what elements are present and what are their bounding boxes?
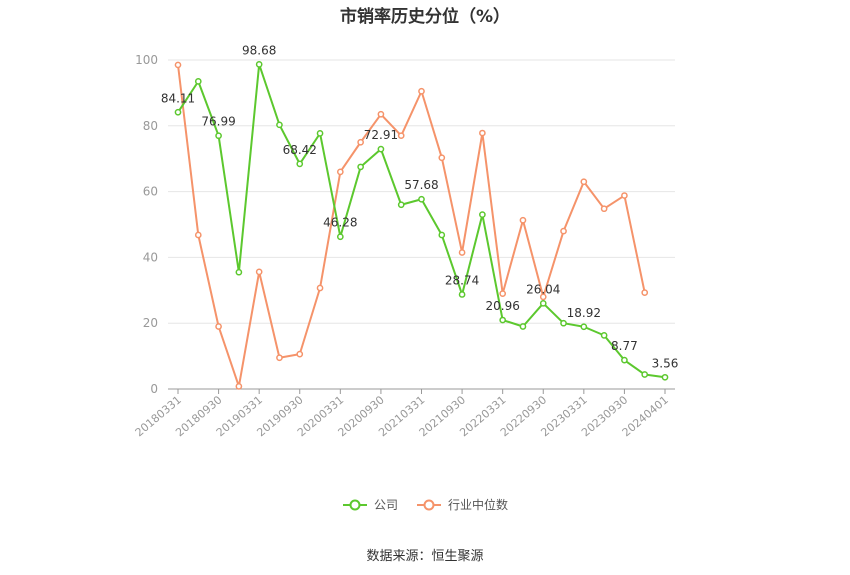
data-point-company [316, 130, 324, 137]
data-point-company [276, 121, 283, 129]
data-label: 98.68 [242, 43, 276, 57]
data-point-company [336, 233, 344, 241]
data-point-company [174, 108, 182, 116]
data-point-company [255, 60, 263, 68]
plot-area: 0204060801002018033120180930201903312019… [133, 43, 679, 439]
data-point-company [194, 78, 202, 85]
data-label: 68.42 [283, 143, 317, 157]
data-point-industry [215, 323, 222, 330]
data-point-industry [519, 216, 527, 224]
data-source: 数据来源：恒生聚源 [366, 549, 484, 564]
data-point-company [215, 132, 222, 140]
data-point-industry [458, 249, 466, 256]
data-label: 28.74 [445, 273, 479, 287]
data-point-industry [296, 350, 304, 358]
data-point-industry [235, 383, 243, 390]
data-point-company [235, 268, 243, 276]
y-tick-label: 40 [143, 250, 158, 264]
data-point-company [397, 201, 405, 209]
data-point-industry [580, 178, 588, 186]
data-point-industry [621, 192, 628, 199]
data-point-company [357, 163, 364, 171]
data-label: 26.04 [526, 282, 560, 296]
data-point-industry [418, 87, 425, 95]
data-point-company [560, 319, 567, 327]
data-point-industry [397, 132, 405, 140]
y-tick-label: 80 [143, 119, 158, 133]
data-point-company [621, 356, 628, 364]
data-point-company [539, 299, 547, 307]
data-point-company [479, 211, 486, 218]
y-tick-label: 20 [143, 316, 158, 330]
series-line-industry [177, 64, 646, 388]
y-tick-label: 0 [150, 382, 158, 396]
data-point-company [438, 231, 446, 239]
data-label: 84.11 [161, 91, 195, 105]
data-label: 20.96 [485, 299, 519, 313]
data-label: 8.77 [611, 339, 638, 353]
data-point-industry [174, 61, 182, 69]
data-label: 18.92 [567, 306, 601, 320]
legend-company-marker-icon [342, 499, 367, 510]
y-tick-label: 60 [143, 185, 158, 199]
data-label: 46.28 [323, 216, 357, 230]
chart-title: 市销率历史分位（%） [339, 7, 511, 27]
data-label: 76.99 [201, 115, 235, 129]
data-point-company [458, 291, 466, 298]
data-point-company [580, 323, 588, 331]
data-point-industry [499, 290, 507, 297]
series-line-company [177, 63, 666, 379]
data-point-industry [641, 289, 649, 296]
y-tick-label: 100 [135, 53, 158, 67]
legend-label-company: 公司 [373, 498, 398, 512]
data-label: 72.91 [364, 128, 398, 142]
data-point-company [641, 371, 649, 378]
data-point-company [499, 316, 507, 324]
data-label: 3.56 [652, 356, 679, 370]
data-point-industry [600, 205, 608, 213]
data-point-company [418, 195, 425, 203]
data-point-industry [316, 284, 324, 292]
legend-item-company[interactable]: 公司 [342, 496, 398, 513]
data-point-company [661, 373, 669, 381]
data-point-industry [336, 168, 344, 176]
data-point-industry [539, 293, 547, 301]
data-point-industry [357, 138, 364, 146]
data-point-company [519, 323, 527, 330]
legend: 公司 行业中位数 [0, 496, 850, 513]
data-point-industry [438, 154, 446, 162]
data-point-industry [276, 354, 283, 362]
data-point-industry [194, 231, 202, 239]
data-point-industry [479, 129, 486, 137]
data-point-company [296, 160, 304, 168]
data-point-industry [255, 268, 263, 276]
data-label: 57.68 [404, 178, 438, 192]
data-point-industry [560, 227, 567, 235]
legend-industry-marker-icon [417, 499, 441, 510]
data-point-company [377, 145, 385, 153]
legend-item-industry[interactable]: 行业中位数 [416, 496, 508, 513]
data-point-industry [377, 110, 385, 118]
legend-label-industry: 行业中位数 [448, 498, 509, 512]
data-point-company [600, 332, 608, 339]
